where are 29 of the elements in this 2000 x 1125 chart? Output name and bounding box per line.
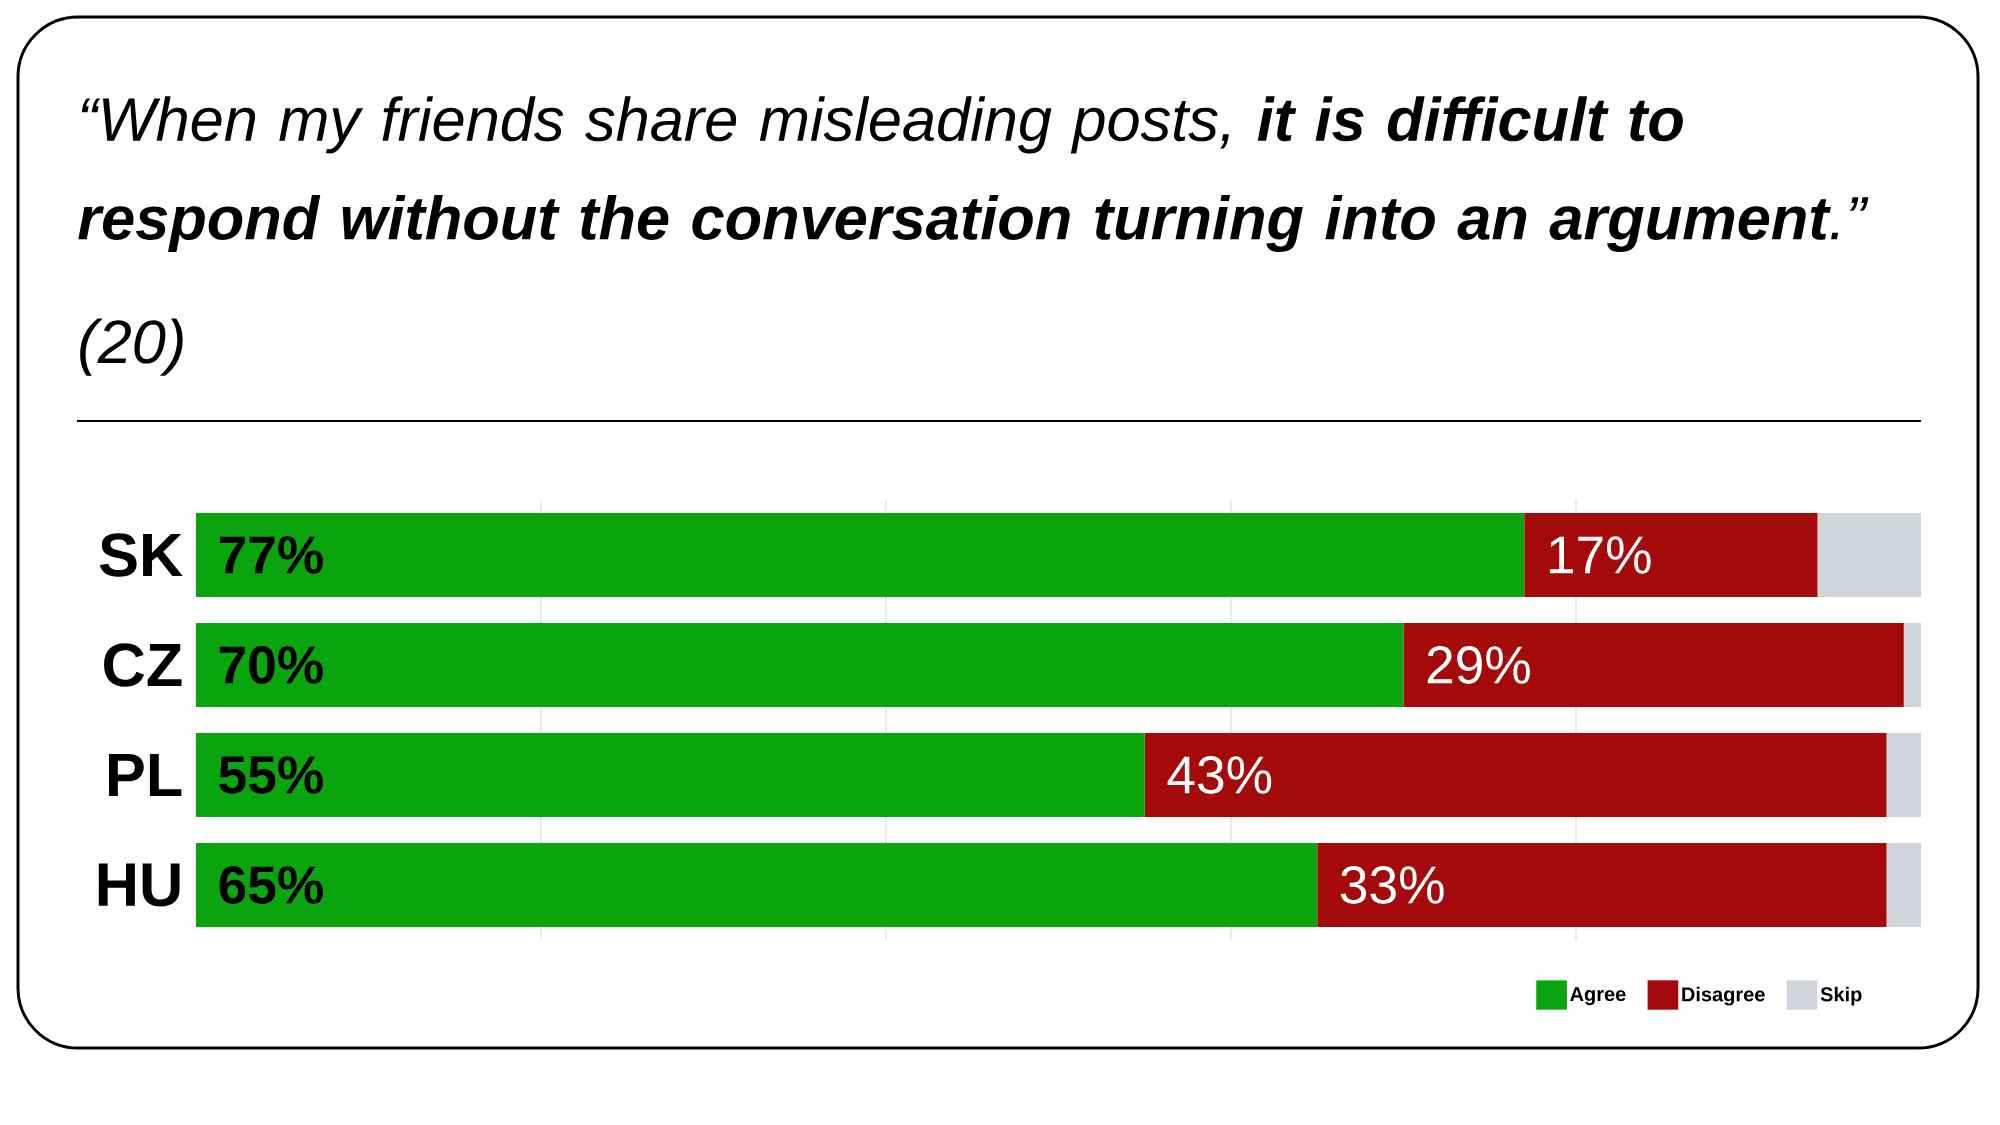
bar (1886, 733, 1922, 817)
data-label: 43% (1167, 756, 1272, 794)
y-tick-label: SK (99, 533, 183, 577)
bar (1886, 843, 1922, 927)
bar (1817, 513, 1922, 597)
bar (1524, 513, 1818, 597)
bar (1903, 623, 1922, 707)
chart-subtitle: (20) (80, 318, 183, 376)
data-label: 29% (1427, 646, 1530, 684)
bar (1403, 623, 1904, 707)
bar (196, 733, 1145, 817)
legend-label: Disagree (1682, 986, 1765, 1006)
data-label: 55% (219, 756, 323, 794)
y-tick-label: PL (109, 753, 182, 797)
y-tick-label: CZ (104, 643, 182, 687)
data-label: 77% (219, 536, 323, 574)
legend-label: Skip (1820, 986, 1862, 1006)
data-label: 33% (1340, 866, 1444, 904)
y-tick-label: HU (98, 863, 180, 907)
bar (196, 843, 1318, 927)
legend-label: Agree (1570, 987, 1626, 1006)
bar (196, 623, 1404, 707)
data-label: 65% (219, 866, 323, 904)
bar (1144, 733, 1887, 817)
data-label: 17% (1549, 536, 1651, 574)
bar (1317, 843, 1887, 927)
bar (196, 513, 1525, 597)
data-label: 70% (219, 646, 323, 684)
chart-title: “When my friends share misleading posts, it is difficult to respond without the conversation turning into an argument.” (78, 96, 1869, 253)
